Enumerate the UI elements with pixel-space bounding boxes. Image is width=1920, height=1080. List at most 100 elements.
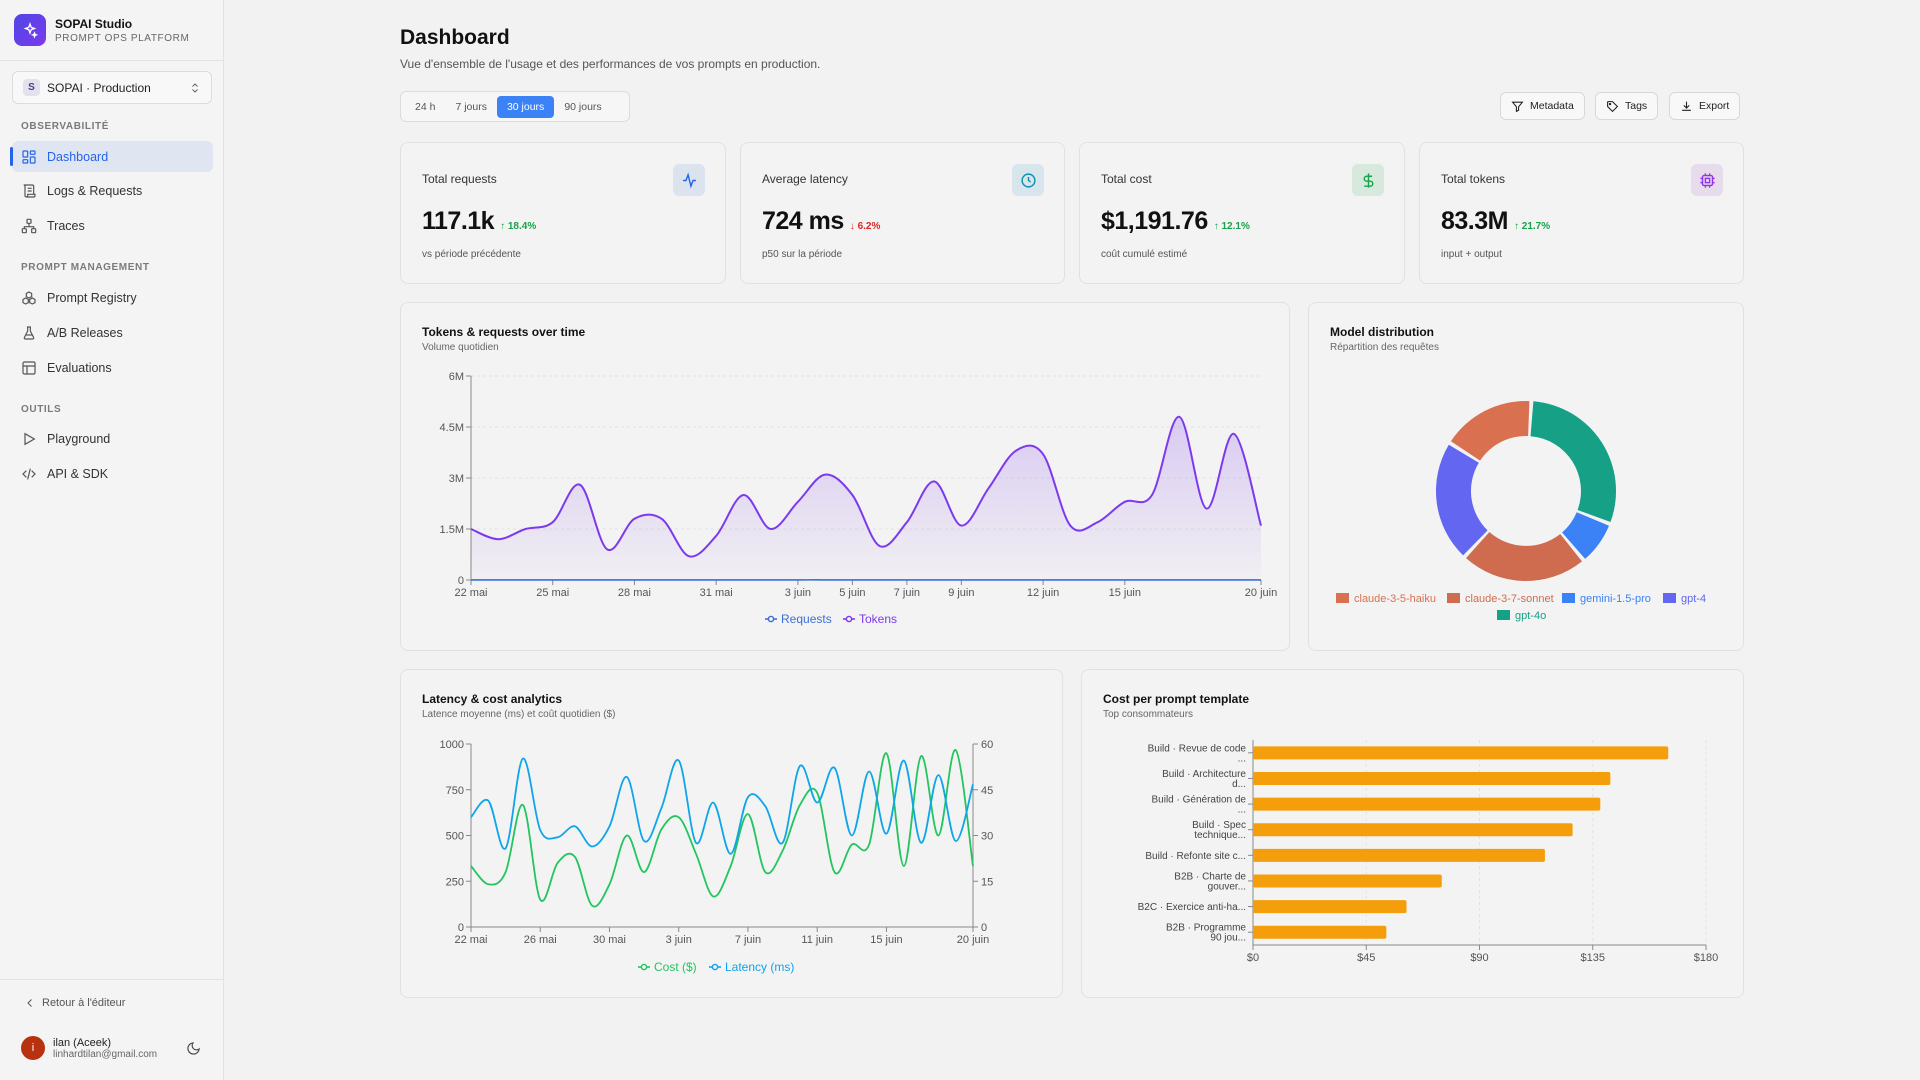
bar — [1253, 874, 1442, 888]
latency-cost-card: Latency & cost analytics Latence moyenne… — [400, 669, 1063, 998]
table-icon — [22, 360, 36, 375]
y-tick-label-left: 500 — [446, 831, 464, 843]
legend-label: claude-3-7-sonnet — [1465, 593, 1554, 605]
legend-label: gpt-4 — [1681, 593, 1706, 605]
logs-icon — [23, 183, 36, 198]
section-label-observabilite: OBSERVABILITÉ — [21, 121, 109, 132]
tokens-chart-card: Tokens & requests over time Volume quoti… — [400, 302, 1290, 651]
chart-title: Latency & cost analytics — [422, 692, 563, 706]
y-tick-label: 6M — [449, 371, 464, 383]
sidebar-item-evaluations[interactable]: Evaluations — [12, 352, 213, 383]
y-tick-label-right: 45 — [981, 785, 993, 797]
user-email: linhardtilan@gmail.com — [53, 1048, 158, 1060]
legend-swatch — [1447, 593, 1460, 603]
kpi-label: Total cost — [1101, 172, 1152, 186]
pie-slice-claude-3-7-sonnet — [1466, 532, 1582, 581]
filter-icon — [1511, 101, 1524, 112]
sparkles-icon — [14, 14, 46, 46]
y-tick-label: 3M — [449, 473, 464, 485]
pie-slice-claude-3-5-haiku — [1450, 401, 1530, 461]
legend-swatch — [1336, 593, 1349, 603]
tokens-area — [471, 416, 1261, 580]
x-tick-label: 3 juin — [785, 587, 811, 599]
x-tick-label: 26 mai — [524, 934, 557, 946]
sidebar-item-prompt-registry[interactable]: Prompt Registry — [12, 282, 213, 313]
y-tick-label-right: 0 — [981, 922, 987, 934]
sidebar-item-traces[interactable]: Traces — [12, 210, 213, 241]
kpi-label: Total requests — [422, 172, 497, 186]
category-label: 90 jou... — [1210, 933, 1246, 944]
sidebar-item-api-sdk[interactable]: API & SDK — [12, 458, 213, 489]
download-icon — [1682, 101, 1691, 111]
x-tick-label: 15 juin — [1109, 587, 1141, 599]
workspace-name: SOPAI · Production — [47, 80, 151, 95]
tokens-requests-chart: 0 1.5M 3M 4.5M 6M 22 mai 25 mai 28 mai 31 mai 3 j… — [440, 371, 1278, 626]
category-label: B2B · Charte de — [1174, 871, 1246, 882]
back-to-editor-link[interactable]: Retour à l'éditeur — [24, 997, 125, 1009]
range-24h-button[interactable]: 24 h — [415, 100, 436, 113]
workspace-selector[interactable]: S SOPAI · Production — [12, 71, 212, 104]
sidebar-item-playground[interactable]: Playground — [12, 423, 213, 454]
metadata-button[interactable]: Metadata — [1500, 92, 1585, 120]
y-tick-label-right: 30 — [981, 831, 993, 843]
kpi-value: 724 ms ↓ 6.2% — [762, 207, 880, 236]
export-label: Export — [1699, 100, 1730, 112]
category-label: ... — [1238, 753, 1246, 764]
app-subtitle: PROMPT OPS PLATFORM — [55, 32, 190, 44]
bar — [1253, 900, 1407, 914]
model-distribution-chart: claude-3-5-haiku claude-3-7-sonnet gemini-… — [1336, 401, 1706, 622]
sidebar-item-logs[interactable]: Logs & Requests — [12, 175, 213, 206]
y-tick-label-left: 1000 — [440, 739, 464, 751]
avatar: i — [21, 1036, 45, 1060]
pie-slice-gemini-1.5-pro — [1562, 512, 1609, 559]
kpi-card-latency: Average latency 724 ms ↓ 6.2% p50 sur la … — [740, 142, 1065, 284]
x-tick-label: $180 — [1694, 952, 1718, 964]
x-tick-label: 31 mai — [700, 587, 733, 599]
workspace-badge: S — [23, 79, 40, 96]
chart-title: Cost per prompt template — [1103, 692, 1250, 706]
range-30d-button[interactable]: 30 jours — [496, 95, 555, 118]
x-tick-label: 12 juin — [1027, 587, 1059, 599]
category-label: Build · Génération de — [1151, 795, 1246, 806]
chevrons-up-down-icon — [192, 82, 198, 93]
kpi-delta: ↑ 18.4% — [500, 221, 537, 232]
range-7d-button[interactable]: 7 jours — [455, 100, 487, 113]
range-90d-button[interactable]: 90 jours — [564, 100, 602, 113]
kpi-value-text: 83.3M — [1441, 207, 1508, 235]
x-tick-label: $45 — [1357, 952, 1375, 964]
brand[interactable]: SOPAI Studio PROMPT OPS PLATFORM — [14, 14, 189, 46]
chevron-left-icon — [27, 999, 32, 1007]
sidebar-item-label: Evaluations — [47, 360, 112, 375]
latency-cost-chart: 0 0 250 15 500 30 750 45 1000 60 22 mai 26 mai 30 ma… — [440, 739, 994, 974]
chart-title: Model distribution — [1330, 325, 1434, 339]
x-tick-label: 5 juin — [839, 587, 865, 599]
series-line-latency — [470, 757, 974, 855]
user-name: ilan (Aceek) — [53, 1036, 112, 1049]
kpi-delta: ↑ 21.7% — [1513, 221, 1551, 232]
tags-label: Tags — [1625, 100, 1648, 112]
x-tick-label: $0 — [1247, 952, 1259, 964]
user-profile[interactable]: i ilan (Aceek) linhardtilan@gmail.com — [21, 1036, 201, 1060]
moon-icon[interactable] — [186, 1041, 201, 1056]
legend-tokens: Tokens — [859, 612, 897, 626]
kpi-note: coût cumulé estimé — [1101, 249, 1188, 260]
category-label: B2B · Programme — [1166, 923, 1246, 934]
legend-swatch — [1562, 593, 1575, 603]
kpi-value: 117.1k ↑ 18.4% — [422, 207, 536, 236]
kpi-note: input + output — [1441, 249, 1502, 260]
legend-tokens-dot — [845, 615, 853, 623]
export-button[interactable]: Export — [1669, 92, 1741, 120]
x-tick-label: $90 — [1470, 952, 1488, 964]
metadata-label: Metadata — [1530, 100, 1574, 112]
sidebar-item-dashboard[interactable]: Dashboard — [10, 141, 213, 172]
tag-icon — [1607, 100, 1619, 112]
y-tick-label-left: 750 — [446, 785, 464, 797]
sidebar-item-ab-releases[interactable]: A/B Releases — [12, 317, 213, 348]
x-tick-label: 25 mai — [536, 587, 569, 599]
category-label: technique... — [1194, 830, 1246, 841]
kpi-card-cost: Total cost $1,191.76 ↑ 12.1% coût cumulé … — [1079, 142, 1405, 284]
kpi-note: p50 sur la période — [762, 249, 843, 260]
kpi-card-requests: Total requests 117.1k ↑ 18.4% vs période … — [400, 142, 726, 284]
kpi-label: Total tokens — [1441, 172, 1506, 186]
tags-button[interactable]: Tags — [1595, 92, 1659, 120]
